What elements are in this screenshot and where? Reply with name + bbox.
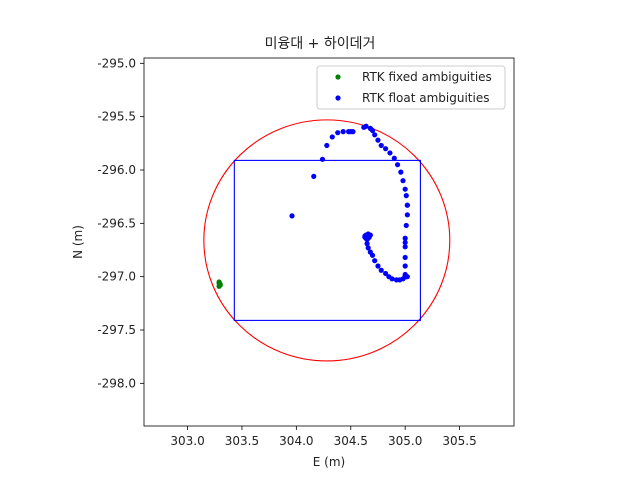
data-point-float [375, 263, 381, 269]
plot-area [144, 58, 514, 426]
data-point-float [402, 235, 408, 241]
data-point-float [375, 137, 381, 143]
x-tick-label: 305.0 [388, 434, 422, 448]
legend-label-fixed: RTK fixed ambiguities [362, 70, 492, 84]
y-tick-label: -297.5 [97, 323, 136, 337]
data-point-float [324, 142, 330, 149]
y-tick-label: -296.5 [97, 216, 136, 230]
data-point-float [289, 213, 295, 219]
data-point-float [364, 241, 370, 247]
points-layer [216, 123, 410, 289]
data-point-float [393, 277, 400, 283]
data-point-float [404, 202, 410, 208]
data-point-float [378, 142, 384, 149]
data-point-float [366, 234, 372, 240]
data-point-float [402, 263, 408, 269]
x-tick-label: 305.5 [442, 434, 476, 448]
plot-frame [143, 57, 515, 427]
x-tick-label: 304.0 [279, 434, 313, 448]
data-point-float [329, 134, 335, 140]
data-point-float [400, 178, 406, 184]
x-tick-label: 303.5 [225, 434, 259, 448]
data-point-float [378, 267, 384, 273]
data-point-float [335, 130, 341, 136]
legend: RTK fixed ambiguities RTK float ambiguiti… [316, 65, 506, 110]
y-tick-label: -295.5 [97, 110, 136, 124]
data-point-fixed [216, 279, 222, 285]
boundary-circle [203, 119, 451, 362]
legend-marker-fixed [335, 74, 341, 80]
legend-box [316, 65, 506, 110]
legend-marker-float [335, 95, 341, 101]
x-tick-label: 304.5 [334, 434, 368, 448]
data-point-float [402, 186, 408, 192]
x-axis: 303.0 303.5 304.0 304.5 305.0 305.5 [170, 426, 477, 448]
data-point-float [403, 193, 409, 199]
data-point-float [369, 127, 376, 134]
x-axis-label: E (m) [313, 455, 345, 469]
data-point-float [391, 155, 397, 161]
data-point-float [372, 132, 378, 138]
shapes-layer [203, 119, 451, 362]
y-tick-label: -295.0 [97, 56, 136, 70]
data-point-float [404, 212, 410, 218]
y-axis-label: N (m) [71, 225, 85, 259]
y-tick-label: -298.0 [97, 376, 136, 390]
data-point-float [311, 173, 317, 179]
data-point-float [319, 156, 326, 162]
data-point-float [402, 254, 408, 261]
chart-title: 미융대 + 하이데거 [265, 36, 376, 52]
data-point-float [382, 146, 389, 152]
legend-label-float: RTK float ambiguities [362, 91, 489, 105]
data-point-float [363, 123, 369, 129]
y-tick-label: -296.0 [97, 163, 136, 177]
data-point-float [402, 239, 408, 246]
data-point-float [398, 169, 404, 175]
data-point-float [350, 129, 356, 135]
boundary-rectangle [233, 159, 421, 321]
data-point-float [394, 162, 401, 168]
data-point-float [367, 249, 373, 255]
data-point-float [386, 274, 392, 280]
data-point-float [403, 222, 409, 229]
data-point-float [402, 244, 408, 250]
data-point-float [387, 150, 393, 156]
data-point-float [372, 258, 378, 264]
y-tick-label: -297.0 [97, 270, 136, 284]
data-point-float [382, 270, 389, 277]
data-point-float [340, 129, 346, 135]
data-point-float [404, 274, 410, 280]
data-point-float [365, 245, 371, 251]
x-tick-label: 303.0 [170, 434, 204, 448]
y-axis: -295.0 -295.5 -296.0 -296.5 -297.0 -297.5 -298… [97, 56, 144, 390]
